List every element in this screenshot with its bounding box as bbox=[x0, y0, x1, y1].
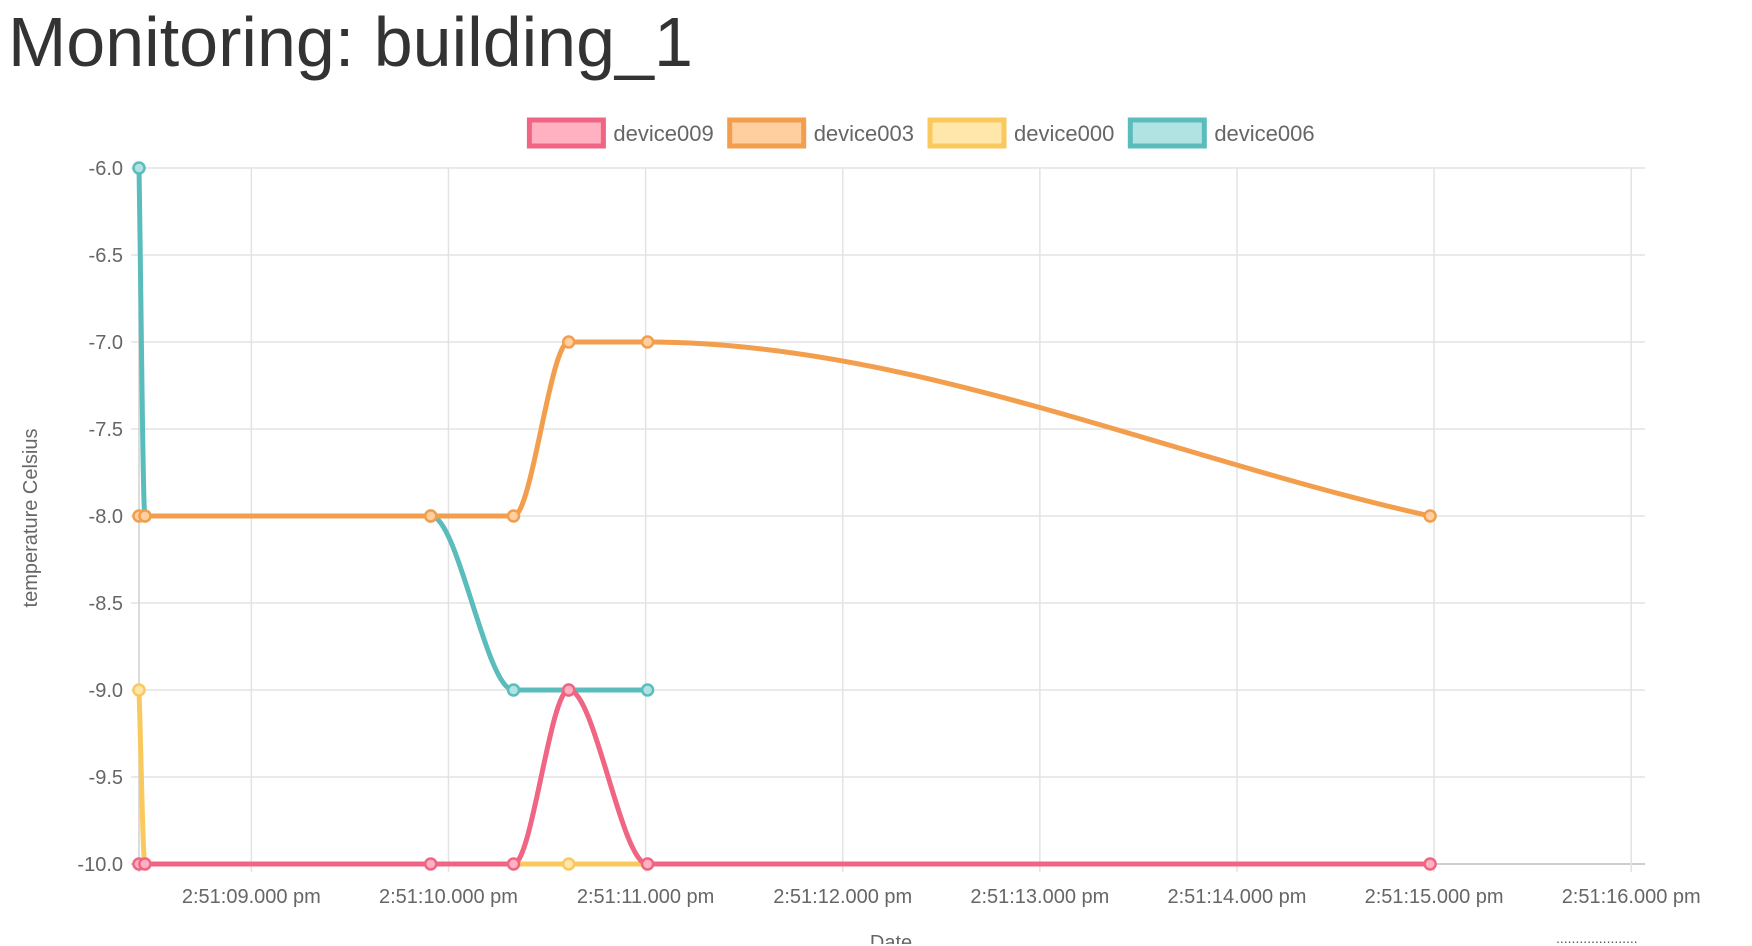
legend-item-device000[interactable]: device000 bbox=[927, 117, 1114, 149]
x-tick-label: 2:51:15.000 pm bbox=[1365, 886, 1504, 908]
data-point-device003 bbox=[561, 335, 576, 349]
legend-swatch bbox=[1127, 117, 1207, 149]
data-point-device006 bbox=[506, 683, 521, 697]
y-tick-label: -6.0 bbox=[89, 158, 123, 180]
y-tick-label: -8.0 bbox=[89, 506, 123, 528]
data-point-device003 bbox=[640, 335, 655, 349]
x-tick-label: 2:51:11.000 pm bbox=[577, 886, 715, 908]
series-line-device009 bbox=[136, 687, 1433, 867]
x-tick-label: 2:51:14.000 pm bbox=[1167, 886, 1306, 908]
x-axis-title: Date bbox=[870, 932, 912, 944]
y-tick-label: -9.5 bbox=[89, 767, 123, 789]
data-point-device003 bbox=[423, 509, 438, 523]
y-tick-label: -7.5 bbox=[89, 419, 123, 441]
series-line-device003 bbox=[136, 339, 1433, 519]
legend-label: device003 bbox=[814, 121, 914, 146]
legend-swatch bbox=[526, 117, 606, 149]
grid-layer bbox=[131, 167, 1645, 872]
legend[interactable]: device009 device003 device000 device006 bbox=[526, 117, 1315, 149]
data-point-device006 bbox=[132, 161, 146, 175]
series-layer bbox=[132, 161, 1437, 871]
series-device009 bbox=[132, 683, 1437, 871]
data-point-device009 bbox=[423, 857, 438, 871]
legend-item-device009[interactable]: device009 bbox=[526, 117, 714, 149]
footer-dots: ..................... bbox=[1556, 930, 1638, 946]
y-tick-label: -6.5 bbox=[89, 245, 123, 267]
data-point-device003 bbox=[138, 509, 152, 523]
y-tick-label: -9.0 bbox=[89, 680, 123, 702]
axes-layer: -6.0 -6.5 -7.0 -7.5 -8.0 -8.5 -9.0 -9.5 -10.0 2:5… bbox=[77, 158, 1700, 908]
data-point-device009 bbox=[138, 857, 152, 871]
legend-swatch bbox=[927, 117, 1007, 149]
data-point-device000 bbox=[132, 683, 146, 697]
legend-label: device009 bbox=[613, 121, 713, 146]
data-point-device006 bbox=[640, 683, 655, 697]
x-tick-label: 2:51:13.000 pm bbox=[970, 886, 1109, 908]
legend-swatch bbox=[727, 117, 807, 149]
x-tick-label: 2:51:10.000 pm bbox=[379, 886, 518, 908]
y-axis-title: temperature Celsius bbox=[20, 429, 42, 608]
y-tick-label: -7.0 bbox=[89, 332, 123, 354]
legend-item-device003[interactable]: device003 bbox=[727, 117, 914, 149]
x-tick-label: 2:51:12.000 pm bbox=[773, 886, 912, 908]
data-point-device000 bbox=[561, 857, 576, 871]
legend-item-device006[interactable]: device006 bbox=[1127, 117, 1315, 149]
y-tick-label: -10.0 bbox=[77, 854, 123, 876]
x-tick-label: 2:51:09.000 pm bbox=[182, 886, 321, 908]
x-tick-label: 2:51:16.000 pm bbox=[1562, 886, 1701, 908]
data-point-device003 bbox=[1423, 509, 1437, 523]
data-point-device009 bbox=[1423, 857, 1437, 871]
data-point-device003 bbox=[506, 509, 521, 523]
page-title: Monitoring: building_1 bbox=[8, 3, 693, 81]
y-tick-label: -8.5 bbox=[89, 593, 123, 615]
data-point-device009 bbox=[640, 857, 655, 871]
series-device003 bbox=[132, 335, 1437, 523]
legend-label: device006 bbox=[1214, 121, 1314, 146]
data-point-device009 bbox=[561, 683, 576, 697]
data-point-device009 bbox=[506, 857, 521, 871]
legend-label: device000 bbox=[1014, 121, 1114, 146]
